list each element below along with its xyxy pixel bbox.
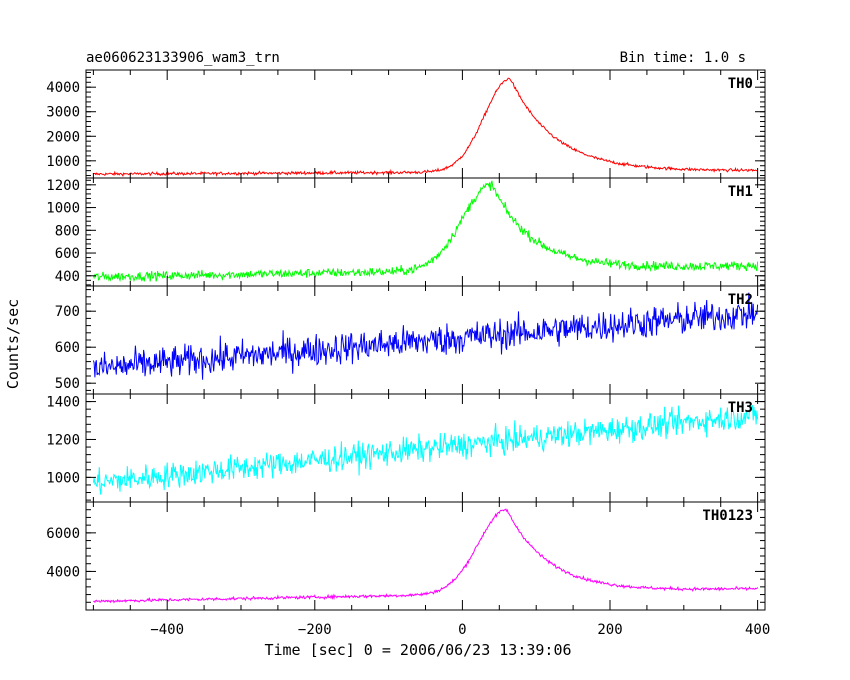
series-line-th0 [93,77,758,178]
x-tick-label: −200 [298,622,332,638]
x-tick-label: 200 [597,622,622,638]
y-tick-label-th3: 1200 [46,432,80,448]
series-line-th0123 [93,508,759,604]
panel-label-th3: TH3 [728,400,753,416]
y-tick-label-th1: 400 [55,269,80,285]
panel-label-th0: TH0 [728,76,753,92]
y-tick-label-th0: 4000 [46,80,80,96]
x-tick-label: 0 [458,622,466,638]
series-line-th2 [92,292,759,380]
y-tick-label-th0: 3000 [46,105,80,121]
y-tick-label-th0: 2000 [46,129,80,145]
y-tick-label-th1: 800 [55,223,80,239]
panel-label-th2: TH2 [728,292,753,308]
y-tick-label-th3: 1000 [46,470,80,486]
y-axis-label: Counts/sec [4,299,22,389]
y-tick-label-th0123: 6000 [46,526,80,542]
x-tick-label: −400 [150,622,184,638]
series-line-th3 [92,404,759,495]
y-tick-label-th3: 1400 [46,395,80,411]
y-tick-label-th1: 1200 [46,178,80,194]
chart-title: ae060623133906_wam3_trn [86,50,280,66]
panel-label-th1: TH1 [728,184,753,200]
y-tick-label-th0123: 4000 [46,564,80,580]
x-axis-label: Time [sec] 0 = 2006/06/23 13:39:06 [264,641,571,659]
panel-frame-th0 [85,69,766,179]
y-tick-label-th1: 600 [55,246,80,262]
y-tick-label-th1: 1000 [46,201,80,217]
y-tick-label-th2: 600 [55,340,80,356]
y-tick-label-th0: 1000 [46,154,80,170]
x-tick-label: 400 [745,622,770,638]
y-tick-label-th2: 500 [55,376,80,392]
panel-label-th0123: TH0123 [702,508,753,524]
bin-time-label: Bin time: 1.0 s [620,50,746,66]
panel-frame-th1 [85,177,766,287]
series-line-th1 [92,180,759,283]
y-tick-label-th2: 700 [55,304,80,320]
